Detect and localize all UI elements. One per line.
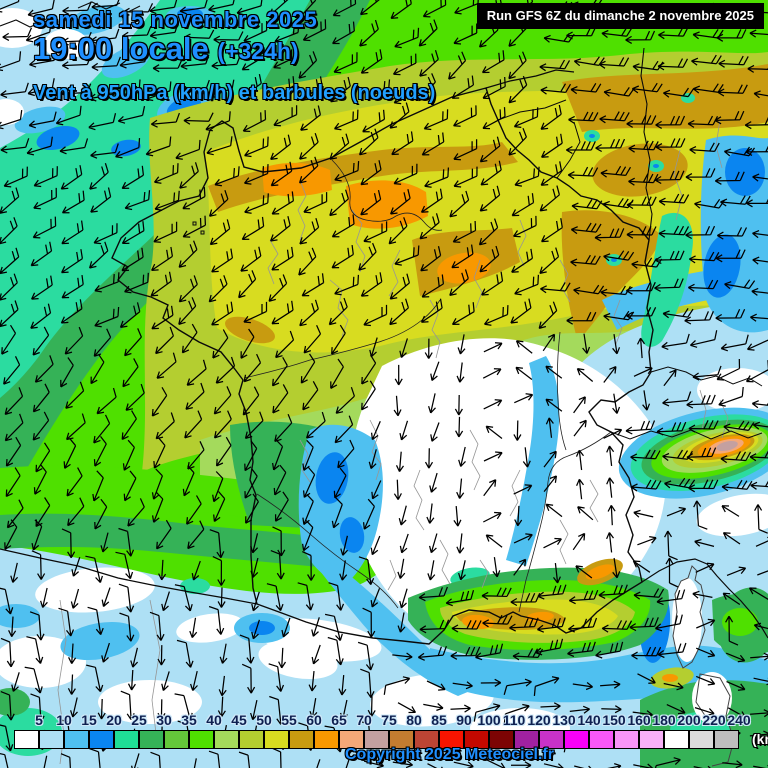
title-offset: (+324h) <box>217 38 299 65</box>
legend-color-box <box>639 730 664 749</box>
legend-color-box <box>114 730 139 749</box>
legend-tick-label: 90 <box>456 712 472 728</box>
legend-color-box <box>439 730 464 749</box>
run-info-box: Run GFS 6Z du dimanche 2 novembre 2025 <box>476 3 764 29</box>
legend-color-box <box>89 730 114 749</box>
legend-tick-label: 20 <box>106 712 122 728</box>
legend-color-box <box>414 730 439 749</box>
islands-outline <box>672 565 735 767</box>
title-block: samedi 15 novembre 2025 19:00 locale (+3… <box>33 8 435 104</box>
legend-tick-label: 240 <box>727 712 751 728</box>
legend-color-box <box>364 730 389 749</box>
legend-color-box <box>289 730 314 749</box>
legend-tick-label: 140 <box>577 712 601 728</box>
legend-tick-label: 150 <box>602 712 626 728</box>
legend-color-box <box>589 730 614 749</box>
legend-color-box <box>564 730 589 749</box>
legend-color-box <box>189 730 214 749</box>
legend-color-box <box>464 730 489 749</box>
legend-color-box <box>214 730 239 749</box>
legend-color-box <box>389 730 414 749</box>
title-time-text: 19:00 locale <box>33 31 209 67</box>
legend-color-box <box>314 730 339 749</box>
unit-label: (km <box>752 731 768 747</box>
legend-color-box <box>689 730 714 749</box>
legend-tick-label: 80 <box>406 712 422 728</box>
legend-tick-label: 15 <box>81 712 97 728</box>
legend-tick-label: 120 <box>527 712 551 728</box>
legend-color-box <box>489 730 514 749</box>
legend-color-box <box>264 730 289 749</box>
legend-color-box <box>164 730 189 749</box>
legend-tick-label: 160 <box>627 712 651 728</box>
legend-color-box <box>664 730 689 749</box>
legend-tick-label: 35 <box>181 712 197 728</box>
legend-color-box <box>64 730 89 749</box>
legend-tick-label: 30 <box>156 712 172 728</box>
copyright-text: Copyright 2025 Meteociel.fr <box>345 746 554 763</box>
legend-tick-label: 55 <box>281 712 297 728</box>
legend-tick-label: 25 <box>131 712 147 728</box>
legend-color-box <box>714 730 739 749</box>
legend-tick-label: 100 <box>477 712 501 728</box>
legend-tick-label: 45 <box>231 712 247 728</box>
legend-tick-label: 220 <box>702 712 726 728</box>
legend-tick-label: 85 <box>431 712 447 728</box>
title-variable: Vent à 950hPa (km/h) et barbules (noeuds… <box>33 81 436 104</box>
legend-color-box <box>614 730 639 749</box>
title-date: samedi 15 novembre 2025 <box>33 7 318 32</box>
legend-tick-label: 10 <box>56 712 72 728</box>
legend-tick-label: 200 <box>677 712 701 728</box>
legend-color-box <box>514 730 539 749</box>
legend-tick-label: 130 <box>552 712 576 728</box>
legend-tick-label: 5 <box>35 712 43 728</box>
legend-color-box <box>539 730 564 749</box>
run-info-text: Run GFS 6Z du dimanche 2 novembre 2025 <box>486 8 754 23</box>
legend-color-box <box>139 730 164 749</box>
department-borders <box>57 119 729 765</box>
legend-tick-label: 180 <box>652 712 676 728</box>
legend-tick-label: 65 <box>331 712 347 728</box>
legend-color-box <box>14 730 39 749</box>
title-time: 19:00 locale (+324h) <box>33 31 435 67</box>
legend-tick-label: 110 <box>502 712 526 728</box>
legend-color-box <box>339 730 364 749</box>
legend-tick-label: 40 <box>206 712 222 728</box>
legend-tick-label: 60 <box>306 712 322 728</box>
legend-tick-label: 50 <box>256 712 272 728</box>
legend-color-box <box>239 730 264 749</box>
legend-tick-label: 75 <box>381 712 397 728</box>
legend-color-box <box>39 730 64 749</box>
legend-tick-label: 70 <box>356 712 372 728</box>
